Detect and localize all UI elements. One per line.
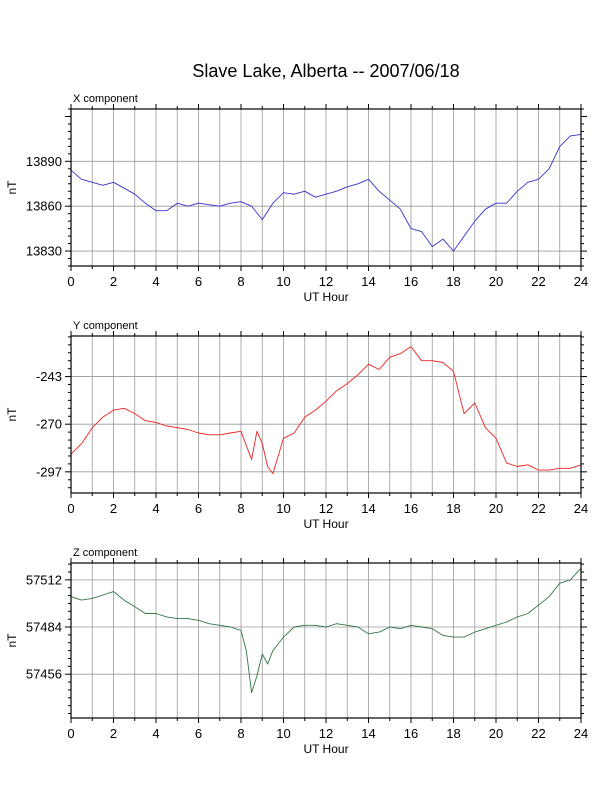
x-tick-label: 14 <box>361 726 375 741</box>
x-tick-label: 0 <box>67 726 74 741</box>
y-tick-label: 57512 <box>26 572 62 587</box>
panel-z-component-label: Z component <box>73 547 137 559</box>
x-tick-label: 6 <box>195 726 202 741</box>
x-axis-label: UT Hour <box>303 742 348 756</box>
x-tick-label: 20 <box>489 501 503 516</box>
y-tick-label: -270 <box>36 417 62 432</box>
panel-y-component-label: Y component <box>73 320 138 332</box>
x-tick-label: 2 <box>110 274 117 289</box>
x-tick-label: 16 <box>404 274 418 289</box>
x-tick-label: 2 <box>110 501 117 516</box>
chart-title: Slave Lake, Alberta -- 2007/06/18 <box>192 61 459 81</box>
x-tick-label: 8 <box>237 274 244 289</box>
y-tick-label: 13860 <box>26 199 62 214</box>
y-tick-label: 13890 <box>26 154 62 169</box>
x-tick-label: 10 <box>276 726 290 741</box>
y-tick-label: 57484 <box>26 620 62 635</box>
x-tick-label: 14 <box>361 501 375 516</box>
y-axis-label: nT <box>5 407 19 422</box>
panel-x-component-label: X component <box>73 93 138 105</box>
y-tick-label: -297 <box>36 464 62 479</box>
x-tick-label: 0 <box>67 501 74 516</box>
x-tick-label: 14 <box>361 274 375 289</box>
x-tick-label: 12 <box>319 501 333 516</box>
x-tick-label: 24 <box>574 726 588 741</box>
x-tick-label: 6 <box>195 274 202 289</box>
x-tick-label: 22 <box>531 501 545 516</box>
x-tick-label: 24 <box>574 274 588 289</box>
x-tick-label: 8 <box>237 726 244 741</box>
x-tick-label: 2 <box>110 726 117 741</box>
x-tick-label: 24 <box>574 501 588 516</box>
x-tick-label: 8 <box>237 501 244 516</box>
x-tick-label: 12 <box>319 726 333 741</box>
series-line-x <box>70 133 582 252</box>
x-tick-label: 0 <box>67 274 74 289</box>
x-tick-label: 20 <box>489 274 503 289</box>
y-tick-label: 13830 <box>26 244 62 259</box>
x-tick-label: 4 <box>152 274 159 289</box>
x-tick-label: 20 <box>489 726 503 741</box>
x-axis-label: UT Hour <box>303 517 348 531</box>
y-axis-label: nT <box>5 180 19 195</box>
x-tick-label: 16 <box>404 726 418 741</box>
x-tick-label: 22 <box>531 274 545 289</box>
x-tick-label: 16 <box>404 501 418 516</box>
y-tick-label: -243 <box>36 369 62 384</box>
x-tick-label: 18 <box>446 274 460 289</box>
x-tick-label: 18 <box>446 726 460 741</box>
x-tick-label: 4 <box>152 726 159 741</box>
y-tick-label: 57456 <box>26 667 62 682</box>
series-line-y <box>70 346 582 475</box>
y-axis-label: nT <box>5 633 19 648</box>
series-line-z <box>70 567 582 694</box>
x-tick-label: 22 <box>531 726 545 741</box>
x-tick-label: 18 <box>446 501 460 516</box>
x-tick-label: 10 <box>276 501 290 516</box>
x-tick-label: 10 <box>276 274 290 289</box>
x-tick-label: 12 <box>319 274 333 289</box>
x-tick-label: 6 <box>195 501 202 516</box>
x-tick-label: 4 <box>152 501 159 516</box>
x-axis-label: UT Hour <box>303 290 348 304</box>
